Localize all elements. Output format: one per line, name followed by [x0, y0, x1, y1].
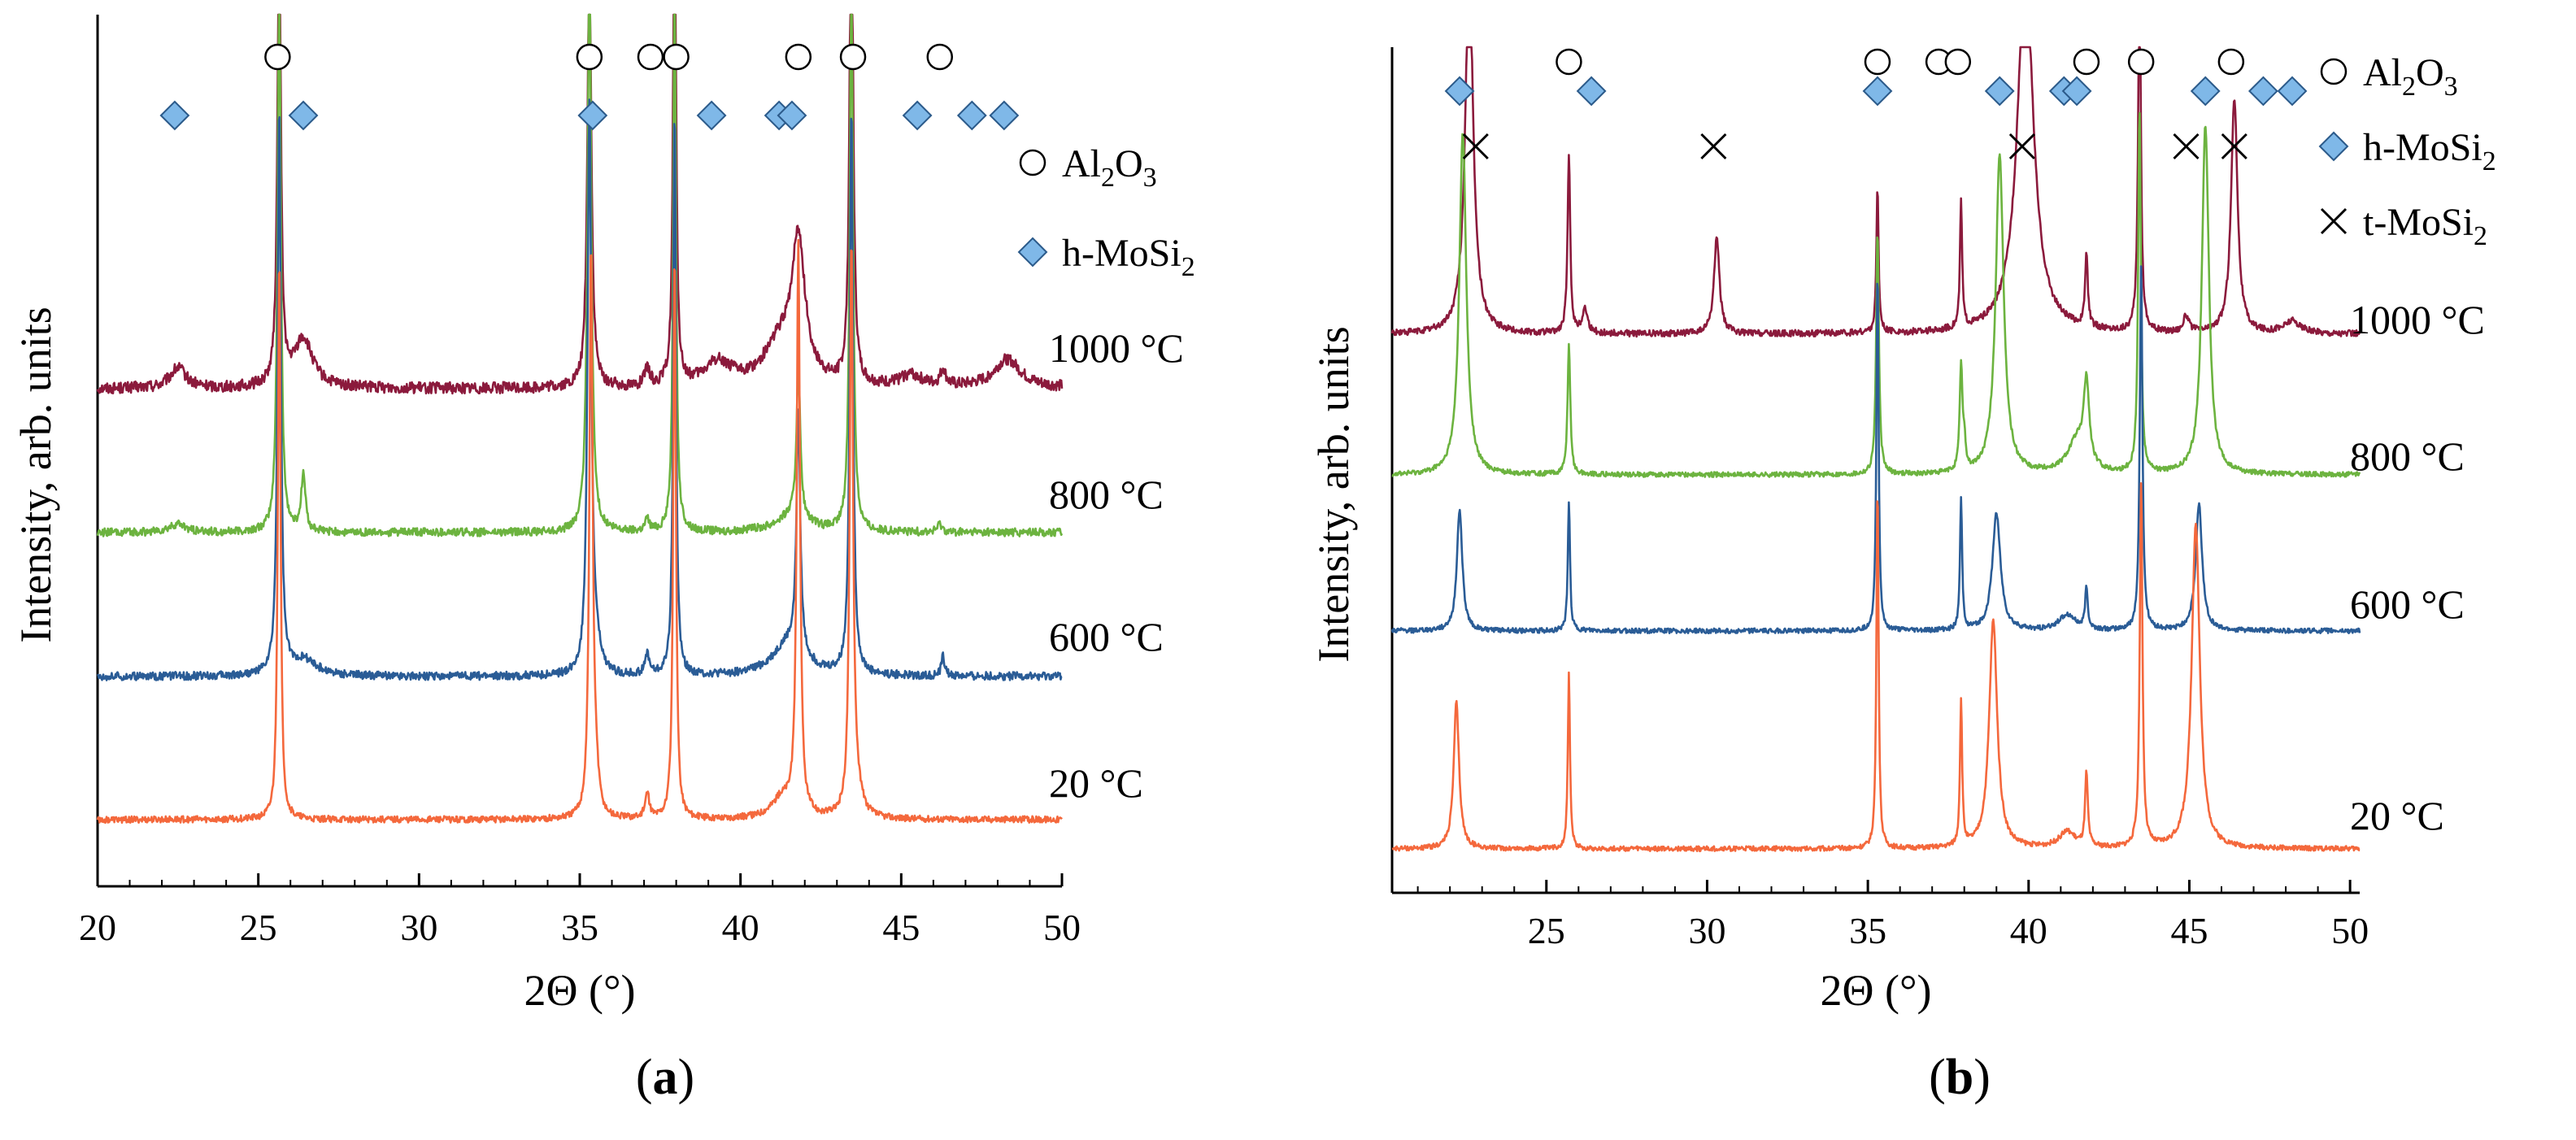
h-mosi2-marker [696, 100, 727, 131]
al2o3-marker [663, 43, 690, 71]
al2o3-marker [785, 43, 812, 71]
legend-cross-marker [2320, 207, 2348, 235]
al2o3-marker [264, 43, 291, 71]
t-mosi2-marker [2008, 133, 2035, 160]
t-mosi2-marker [2173, 133, 2200, 160]
x-tick-label: 30 [400, 907, 437, 948]
series-label: 1000 °C [2350, 297, 2485, 342]
panel-a-label: (a) [635, 1050, 695, 1105]
panel-b-label: (b) [1929, 1050, 1991, 1105]
h-mosi2-marker [989, 100, 1020, 131]
series-label: 1000 °C [1049, 325, 1184, 371]
panel-b-chart: 25 30 35 40 45 50 2Θ (°) Intensity, arb. units 1… [1309, 46, 2496, 1015]
legend-label: h-MoSi2 [1062, 232, 1195, 282]
legend-diamond-marker [1017, 237, 1048, 268]
x-tick-label: 45 [882, 907, 920, 948]
series-label: 20 °C [2350, 793, 2444, 838]
h-mosi2-marker [956, 100, 987, 131]
h-mosi2-marker [1444, 76, 1475, 107]
h-mosi2-marker [2247, 76, 2278, 107]
legend-label: Al2O3 [1062, 142, 1157, 193]
t-mosi2-marker [2221, 133, 2247, 160]
x-tick-label: 40 [722, 907, 759, 948]
h-mosi2-marker [1576, 76, 1607, 107]
series-line-20 [1391, 482, 2361, 853]
series-label: 800 °C [2350, 433, 2465, 479]
x-axis-label: 2Θ (°) [1820, 966, 1931, 1015]
x-axis-label: 2Θ (°) [524, 966, 635, 1015]
x-tick-label: 45 [2170, 910, 2208, 951]
al2o3-marker [637, 43, 664, 71]
h-mosi2-marker [2061, 76, 2092, 107]
h-mosi2-marker [902, 100, 933, 131]
al2o3-marker [1556, 48, 1582, 76]
h-mosi2-marker [2277, 76, 2308, 107]
series-label: 20 °C [1049, 760, 1143, 806]
x-tick-label: 35 [1849, 910, 1886, 951]
series-line-20 [96, 238, 1063, 825]
series-line-1000 [96, 13, 1064, 395]
x-tick-label: 20 [79, 907, 116, 948]
series-label: 800 °C [1049, 472, 1164, 517]
al2o3-marker [1944, 48, 1972, 76]
al2o3-marker [2217, 48, 2245, 76]
series-line-600 [96, 98, 1063, 681]
legend-label: t-MoSi2 [2363, 201, 2487, 251]
x-tick-label: 50 [2331, 910, 2369, 951]
x-tick-label: 25 [240, 907, 277, 948]
legend-circle-marker [1019, 149, 1046, 176]
legend-circle-marker [2320, 58, 2348, 85]
legend-label: h-MoSi2 [2363, 126, 2496, 176]
h-mosi2-marker [1862, 76, 1893, 107]
x-tick-label: 30 [1688, 910, 1725, 951]
h-mosi2-marker [577, 100, 608, 131]
al2o3-marker [2073, 48, 2100, 76]
y-axis-label: Intensity, arb. units [11, 307, 60, 642]
series-label: 600 °C [2350, 581, 2465, 627]
t-mosi2-marker [1462, 133, 1489, 160]
t-mosi2-marker [1700, 133, 1727, 160]
series-line-800 [96, 13, 1064, 537]
h-mosi2-marker [1984, 76, 2015, 107]
x-tick-label: 40 [2010, 910, 2047, 951]
legend-diamond-marker [2318, 131, 2349, 162]
x-tick-label: 25 [1528, 910, 1565, 951]
al2o3-marker [1864, 48, 1891, 76]
h-mosi2-marker [2190, 76, 2221, 107]
al2o3-marker [2127, 48, 2155, 76]
h-mosi2-marker [159, 100, 190, 131]
h-mosi2-marker [288, 100, 319, 131]
series-label: 600 °C [1049, 614, 1164, 659]
h-mosi2-marker [777, 100, 807, 131]
x-tick-label: 35 [561, 907, 598, 948]
x-tick-label: 50 [1043, 907, 1081, 948]
al2o3-marker [576, 43, 603, 71]
y-axis-label: Intensity, arb. units [1309, 326, 1358, 662]
al2o3-marker [839, 43, 867, 71]
panel-a-chart: 20 25 30 35 40 45 50 2Θ (°) Intensity, arb. unit… [11, 13, 1195, 1015]
series-line-600 [1390, 265, 2361, 635]
al2o3-marker [926, 43, 954, 71]
legend-label: Al2O3 [2363, 51, 2458, 102]
